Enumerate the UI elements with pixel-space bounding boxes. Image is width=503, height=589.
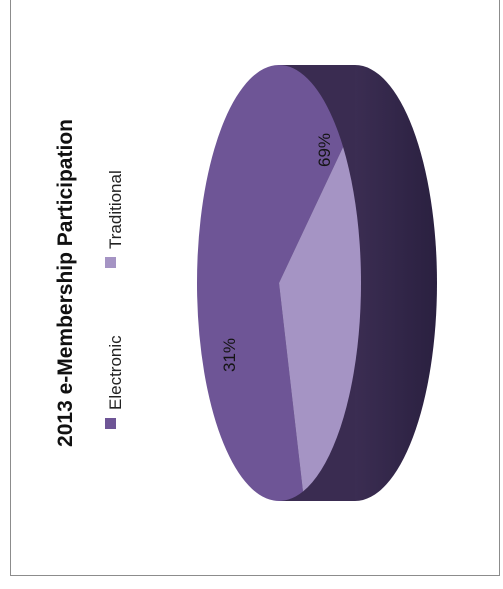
pie-slices	[196, 64, 361, 502]
pie-slice-traditional	[279, 146, 361, 492]
data-label-electronic: 69%	[315, 133, 334, 167]
chart-title: 2013 e-Membership Participation	[54, 119, 77, 447]
legend-swatch-electronic	[105, 418, 116, 429]
legend-label-traditional: Traditional	[106, 170, 125, 249]
data-label-traditional: 31%	[220, 338, 239, 372]
legend-label-electronic: Electronic	[106, 335, 125, 410]
legend-swatch-traditional	[105, 257, 116, 268]
pie-slice-electronic	[196, 64, 344, 502]
legend: Electronic Traditional	[105, 170, 125, 429]
